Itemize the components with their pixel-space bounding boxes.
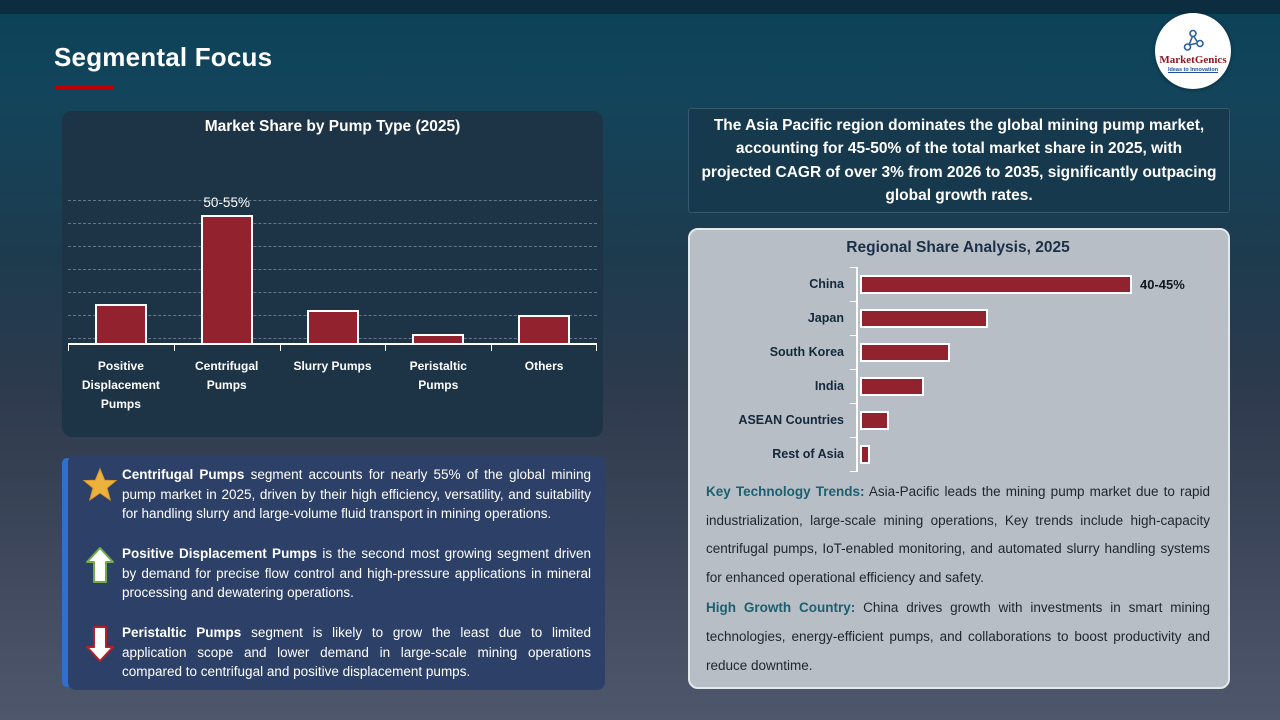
bar-centrifugal-pumps (200, 214, 253, 343)
bar-positive-displacement-pumps (94, 303, 147, 343)
bar-south-korea (860, 342, 950, 362)
callout-text: Positive Displacement Pumps is the secon… (122, 546, 591, 601)
callout-accent-bar (62, 458, 72, 687)
callout-item-positive-displacement: Positive Displacement Pumps is the secon… (78, 544, 591, 603)
marketgenics-logo: MarketGenics Ideas to Innovation (1155, 13, 1231, 89)
axis-tick (279, 345, 281, 351)
callout-text: Peristaltic Pumps segment is likely to g… (122, 625, 592, 680)
chart-row-china: China 40-45% (706, 267, 1210, 301)
regional-chart-title: Regional Share Analysis, 2025 (846, 239, 1070, 256)
bar-track (856, 308, 1210, 328)
bar-value-label: 40-45% (1140, 276, 1185, 292)
bar-track (856, 444, 1210, 464)
star-icon (78, 465, 122, 503)
key-technology-trends-paragraph: Key Technology Trends: Asia-Pacific lead… (706, 484, 1210, 585)
category-axis-line (856, 267, 858, 472)
axis-tick (491, 345, 493, 351)
bar-others (518, 314, 571, 343)
category-label: Rest of Asia (772, 447, 844, 461)
bar-peristaltic-pumps (412, 334, 465, 343)
bar-rest-of-asia (860, 444, 870, 464)
regional-chart: China 40-45% Japan South Korea India ASEAN Co… (706, 267, 1210, 472)
chart-row-asean-countries: ASEAN Countries (706, 403, 1210, 437)
molecule-icon (1180, 29, 1206, 53)
gridline (68, 269, 597, 270)
regional-analysis-panel: Regional Share Analysis, 2025 China 40-45… (688, 228, 1230, 689)
bar-track (856, 342, 1210, 362)
callout-item-centrifugal: Centrifugal Pumps segment accounts for n… (78, 465, 591, 524)
logo-tagline-text: Ideas to Innovation (1167, 67, 1219, 73)
bar-value-label: 50-55% (203, 194, 250, 210)
page-title: Segmental Focus (54, 42, 273, 72)
category-label: Peristaltic Pumps (409, 359, 467, 393)
pump-type-chart-card: Market Share by Pump Type (2025) 50-55% … (62, 111, 603, 437)
chart-row-south-korea: South Korea (706, 335, 1210, 369)
bar-japan (860, 308, 988, 328)
axis-tick (68, 345, 69, 351)
bar-india (860, 376, 924, 396)
gridline (68, 200, 597, 201)
axis-ticks (850, 267, 856, 472)
category-label: Japan (807, 311, 844, 325)
pump-chart-plot: 50-55% (68, 173, 597, 351)
segment-insights-callout: Centrifugal Pumps segment accounts for n… (62, 455, 605, 690)
arrow-up-icon (78, 544, 122, 584)
asia-pacific-highlight-box: The Asia Pacific region dominates the gl… (688, 108, 1230, 213)
axis-tick (173, 345, 175, 351)
chart-row-japan: Japan (706, 301, 1210, 335)
bar-asean-countries (860, 410, 889, 430)
top-strip (0, 0, 1280, 14)
pump-chart-title: Market Share by Pump Type (2025) (204, 118, 461, 135)
title-underline (55, 85, 113, 89)
regional-chart-rows: China 40-45% Japan South Korea India ASEAN Co… (706, 267, 1210, 471)
logo-brand-text: MarketGenics (1159, 54, 1227, 66)
category-label: Others (524, 359, 564, 373)
category-label: Positive Displacement Pumps (81, 359, 160, 412)
chart-row-india: India (706, 369, 1210, 403)
arrow-down-icon (78, 623, 122, 663)
axis-tick (596, 345, 597, 351)
pump-chart-categories: Positive Displacement Pumps Centrifugal P… (68, 357, 597, 415)
bar-china (860, 274, 1132, 294)
gridline (68, 246, 597, 247)
category-label: China (809, 277, 844, 291)
category-label: Centrifugal Pumps (195, 359, 259, 393)
gridline (68, 223, 597, 224)
callout-body: Centrifugal Pumps segment accounts for n… (68, 455, 605, 690)
category-label: Slurry Pumps (293, 359, 372, 373)
high-growth-country-paragraph: High Growth Country: China drives growth… (706, 600, 1211, 673)
axis-tick (385, 345, 387, 351)
bar-track: 40-45% (856, 274, 1210, 294)
category-label: South Korea (769, 345, 844, 359)
highlight-text: The Asia Pacific region dominates the gl… (701, 117, 1217, 204)
chart-row-rest-of-asia: Rest of Asia (706, 437, 1210, 471)
bar-track (856, 376, 1210, 396)
callout-item-peristaltic: Peristaltic Pumps segment is likely to g… (78, 623, 591, 682)
callout-text: Centrifugal Pumps segment accounts for n… (122, 467, 591, 522)
gridline (68, 292, 597, 293)
category-label: ASEAN Countries (738, 413, 844, 427)
category-label: India (814, 379, 844, 393)
bar-track (856, 410, 1210, 430)
bar-slurry-pumps (306, 310, 359, 343)
